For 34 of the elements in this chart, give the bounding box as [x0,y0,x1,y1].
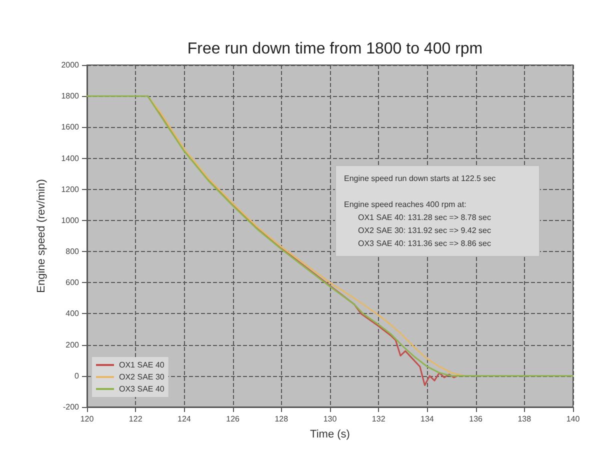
y-tick-label: 200 [66,340,80,350]
x-tick-label: 136 [469,414,484,424]
x-axis-title: Time (s) [310,428,350,440]
annotation: OX3 SAE 40: 131.36 sec => 8.86 sec [357,238,492,250]
y-tick-label: 1200 [61,184,80,194]
annotation: OX2 SAE 30: 131.92 sec => 9.42 sec [357,225,492,237]
y-tick-label: 0 [74,371,80,380]
y-tick-label: 1000 [61,216,80,225]
x-tick-label: 128 [274,414,289,424]
y-tick-label: 1400 [61,154,80,163]
y-tick-label: 1600 [61,122,80,132]
x-tick-label: 138 [518,414,532,424]
chart-title: Free run down time from 1800 to 400 rpm [187,40,483,58]
y-axis-title: Engine speed (rev/min) [36,179,48,293]
legend-label: OX1 SAE 40 [119,360,165,370]
annotation: Engine speed run down starts at 122.5 sec [343,173,497,185]
legend-label: OX3 SAE 40 [119,384,165,394]
x-tick-label: 134 [420,414,434,424]
y-tick-label: 600 [66,278,80,288]
annotation: Engine speed reaches 400 rpm at: [343,199,468,211]
legend-label: OX2 SAE 30 [119,372,165,382]
annotation: OX1 SAE 40: 131.28 sec => 8.78 sec [357,212,492,224]
x-tick-label: 130 [323,414,338,424]
y-tick-label: -200 [62,402,80,412]
x-tick-label: 132 [372,414,386,424]
x-tick-label: 126 [226,414,240,424]
x-tick-label: 140 [566,414,580,424]
y-tick-label: 1800 [61,92,80,101]
y-tick-label: 2000 [61,60,80,70]
x-tick-label: 120 [80,414,94,424]
x-tick-label: 122 [128,414,143,424]
x-tick-label: 124 [178,414,192,424]
y-tick-label: 800 [66,247,80,256]
y-tick-label: 400 [66,309,80,318]
